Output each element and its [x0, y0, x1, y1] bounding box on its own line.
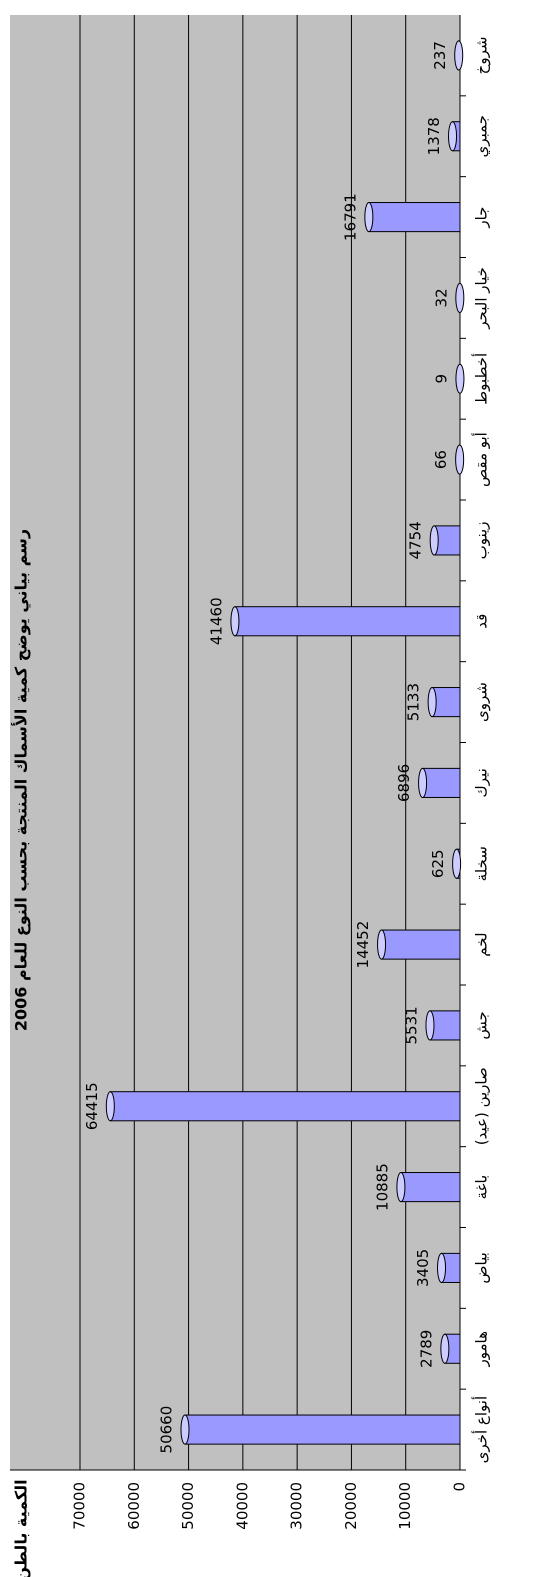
value-label: 10885 [373, 1163, 391, 1211]
bar [381, 929, 461, 960]
x-tick-label: جش [473, 1011, 491, 1039]
bar-cap [418, 767, 428, 798]
bar [184, 1414, 461, 1445]
bar [422, 767, 461, 798]
value-label: 5133 [405, 683, 423, 721]
bar [368, 202, 461, 233]
x-tick-label: جار [473, 207, 491, 229]
bar-cap [105, 1091, 115, 1122]
bar [400, 1172, 461, 1203]
x-tick-label: باغة [473, 1175, 491, 1200]
value-label: 66 [432, 450, 450, 469]
x-tick-label: سخلة [473, 846, 491, 881]
x-tick-label: خيار البحر [473, 267, 491, 330]
x-tick-label: بياض [473, 1252, 491, 1283]
bar-cap [429, 525, 439, 556]
bar-cap [425, 1010, 435, 1041]
value-label: 64415 [83, 1082, 101, 1130]
x-tick-label: هامور [473, 1331, 491, 1368]
bar-cap [448, 121, 458, 152]
value-label: 32 [432, 288, 450, 307]
value-label: 16791 [341, 193, 359, 241]
x-tick-label: شروى [473, 682, 491, 722]
x-tick-label: جمبري [473, 115, 492, 158]
x-tick-label: أبو مقص [472, 432, 491, 487]
bar-cap [230, 606, 240, 637]
x-tick-label: أنواع أخرى [472, 1396, 491, 1463]
bar-cap [455, 282, 465, 313]
y-tick-label: 10000 [396, 1482, 414, 1530]
x-tick-label: لخم [473, 932, 491, 956]
bar [429, 1010, 461, 1041]
bar-cap [455, 363, 465, 394]
y-tick-label: 30000 [288, 1482, 306, 1530]
value-label: 9 [432, 374, 450, 384]
y-tick-label: 60000 [125, 1482, 143, 1530]
bar-cap [427, 687, 437, 718]
value-label: 3405 [414, 1249, 432, 1287]
plot-background [10, 15, 460, 1470]
y-tick-label: 0 [451, 1482, 469, 1492]
y-tick-label: 50000 [179, 1482, 197, 1530]
x-tick-label: نيرك [473, 768, 491, 797]
chart-body: رسم بياني يوضح كمية الأسماك المنتجة بحسب… [10, 15, 492, 1577]
y-axis-label: الكمية بالطن [12, 1479, 31, 1577]
x-tick-label: زينوب [473, 522, 491, 560]
x-tick-label: صارين (عيد) [473, 1067, 491, 1145]
bar-cap [440, 1333, 450, 1364]
y-tick-label: 20000 [342, 1482, 360, 1530]
bar-cap [437, 1252, 447, 1283]
bar [109, 1091, 461, 1122]
x-tick-label: قد [473, 614, 491, 629]
value-label: 5531 [402, 1006, 420, 1044]
value-label: 50660 [157, 1406, 175, 1454]
value-label: 6896 [395, 764, 413, 802]
bar-cap [180, 1414, 190, 1445]
y-tick-label: 40000 [233, 1482, 251, 1530]
value-label: 625 [429, 849, 447, 878]
bar-cap [455, 444, 465, 475]
value-label: 14452 [354, 921, 372, 969]
value-label: 237 [431, 41, 449, 70]
bar [234, 606, 461, 637]
bar-cap [452, 848, 462, 879]
bar-cap [377, 929, 387, 960]
bar-cap [364, 202, 374, 233]
chart-title: رسم بياني يوضح كمية الأسماك المنتجة بحسب… [12, 529, 32, 1031]
x-tick-label: شروخ [473, 37, 491, 75]
value-label: 2789 [417, 1330, 435, 1368]
bar-cap [396, 1172, 406, 1203]
value-label: 4754 [407, 521, 425, 559]
value-label: 41460 [207, 597, 225, 645]
y-tick-label: 70000 [71, 1482, 89, 1530]
x-tick-label: أخطبوط [472, 353, 491, 405]
bar-cap [454, 40, 464, 71]
value-label: 1378 [425, 117, 443, 155]
